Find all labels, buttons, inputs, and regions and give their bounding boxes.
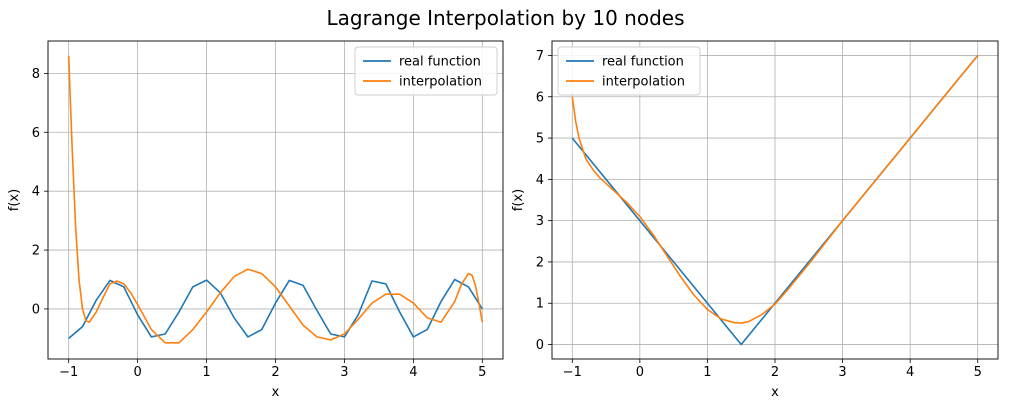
y-tick-label: 4 bbox=[536, 173, 544, 188]
series-line-interpolation bbox=[67, 55, 484, 344]
x-tick-label: 2 bbox=[271, 365, 279, 380]
x-tick-label: 3 bbox=[838, 365, 846, 380]
x-tick-label: −1 bbox=[563, 365, 582, 380]
legend-label: real function bbox=[399, 55, 481, 70]
chart-1: −1 0 1 2 3 4 5 0 2 4 6 8 x f(x) real function interpola… bbox=[7, 40, 504, 400]
legend-label: interpolation bbox=[399, 75, 482, 90]
x-tick-label: 2 bbox=[771, 365, 779, 380]
y-tick-label: 1 bbox=[536, 297, 544, 312]
x-tick-label: 1 bbox=[703, 365, 711, 380]
x-tick-label: −1 bbox=[59, 365, 78, 380]
series-line-real-function bbox=[68, 278, 483, 340]
x-axis-label: x bbox=[272, 385, 280, 400]
y-tick-label: 2 bbox=[32, 244, 40, 259]
series-line-interpolation bbox=[571, 54, 979, 324]
y-axis-label: f(x) bbox=[7, 189, 22, 211]
x-tick-label: 5 bbox=[974, 365, 982, 380]
y-tick-label: 6 bbox=[536, 90, 544, 105]
x-axis-label: x bbox=[771, 385, 779, 400]
y-tick-label: 8 bbox=[32, 67, 40, 82]
legend: real function interpolation bbox=[557, 46, 701, 96]
y-tick-label: 2 bbox=[536, 255, 544, 270]
y-tick-label: 0 bbox=[32, 302, 40, 317]
y-axis-label: f(x) bbox=[511, 189, 526, 211]
chart-2: −1 0 1 2 3 4 5 0 1 2 3 4 5 6 7 x f(x) real function interp… bbox=[511, 40, 999, 400]
legend-box bbox=[557, 46, 701, 96]
x-tick-label: 1 bbox=[202, 365, 210, 380]
x-tick-label: 4 bbox=[906, 365, 914, 380]
y-tick-label: 6 bbox=[32, 126, 40, 141]
x-tick-label: 5 bbox=[478, 365, 486, 380]
y-tick-label: 3 bbox=[536, 214, 544, 229]
y-tick-label: 7 bbox=[536, 49, 544, 64]
x-tick-label: 0 bbox=[133, 365, 141, 380]
x-tick-label: 4 bbox=[409, 365, 417, 380]
figure-title: Lagrange Interpolation by 10 nodes bbox=[326, 6, 685, 30]
x-tick-label: 3 bbox=[340, 365, 348, 380]
legend: real function interpolation bbox=[354, 46, 498, 96]
y-tick-label: 4 bbox=[32, 185, 40, 200]
x-tick-label: 0 bbox=[636, 365, 644, 380]
legend-box bbox=[354, 46, 498, 96]
legend-label: interpolation bbox=[602, 75, 685, 90]
y-tick-label: 5 bbox=[536, 132, 544, 147]
legend-label: real function bbox=[602, 55, 684, 70]
y-tick-label: 0 bbox=[536, 338, 544, 353]
